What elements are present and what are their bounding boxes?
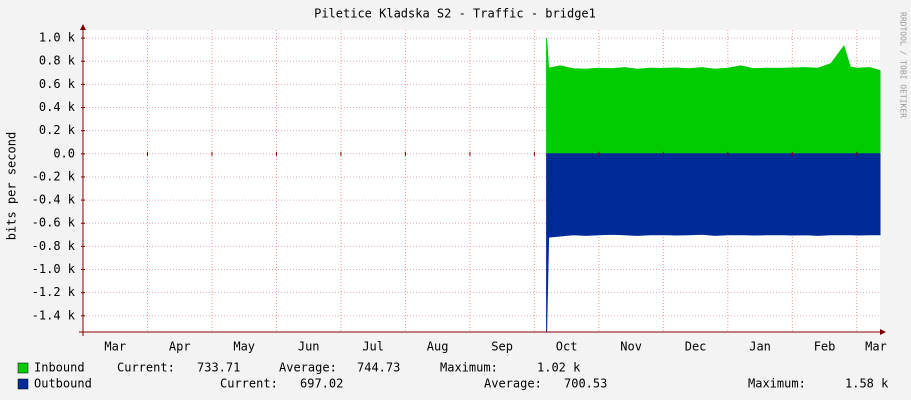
y-tick-label: 0.2 k [39, 123, 76, 137]
legend-stat-label: Average: [484, 377, 542, 391]
x-tick-label: Jan [749, 340, 771, 354]
x-tick-label: Nov [620, 340, 642, 354]
x-tick-label: Jul [362, 340, 384, 354]
legend-swatch [17, 378, 29, 390]
x-tick-label: Aug [427, 340, 449, 354]
side-note: RRDTOOL / TOBI OETIKER [899, 12, 908, 118]
legend-stat-label: Current: [220, 377, 278, 391]
legend-label: Outbound [34, 377, 92, 391]
y-tick-label: -0.2 k [32, 169, 76, 183]
x-tick-label: Apr [169, 340, 191, 354]
legend-stat: 1.02 k [537, 361, 581, 375]
chart-title: Piletice Kladska S2 - Traffic - bridge1 [314, 7, 596, 21]
y-tick-label: -0.4 k [32, 193, 76, 207]
legend-stat-label: Maximum: [748, 377, 806, 391]
y-tick-label: -0.8 k [32, 239, 76, 253]
x-tick-label: May [233, 340, 255, 354]
y-tick-label: -1.4 k [32, 308, 76, 322]
y-tick-label: -1.0 k [32, 262, 76, 276]
x-tick-label: Mar [104, 340, 126, 354]
legend-stat: 744.73 [357, 361, 400, 375]
y-tick-label: 0.0 [53, 146, 75, 160]
x-tick-label: Sep [491, 340, 513, 354]
y-axis-label: bits per second [5, 132, 19, 240]
legend-stat-label: Maximum: [440, 361, 498, 375]
x-tick-label: Mar [865, 340, 887, 354]
y-tick-label: 1.0 k [39, 31, 76, 45]
area [546, 153, 881, 333]
y-axis-arrow [80, 24, 86, 30]
legend-stat-label: Average: [279, 361, 337, 375]
area [546, 38, 881, 155]
y-tick-label: 0.6 k [39, 77, 76, 91]
legend-stat: 697.02 [300, 377, 343, 391]
legend-stat: 1.58 k [845, 377, 889, 391]
legend-label: Inbound [34, 361, 85, 375]
legend: Inbound Current: 733.71 Average: 744.73 … [17, 361, 889, 391]
x-tick-label: Dec [685, 340, 707, 354]
x-tick-label: Jun [298, 340, 320, 354]
y-tick-label: 0.8 k [39, 54, 76, 68]
x-axis-arrow [880, 329, 886, 335]
plot: 1.0 k 0.8 k 0.6 k 0.4 k 0.2 k 0.0 -0.2 k -0.4 k… [32, 24, 887, 354]
legend-swatch [17, 362, 29, 374]
legend-stat: 700.53 [564, 377, 607, 391]
legend-stat-label: Current: [117, 361, 175, 375]
x-tick-label: Oct [556, 340, 578, 354]
x-tick-label: Feb [814, 340, 836, 354]
legend-stat: 733.71 [197, 361, 240, 375]
y-tick-label: -0.6 k [32, 216, 76, 230]
y-tick-label: -1.2 k [32, 285, 76, 299]
y-tick-label: 0.4 k [39, 100, 76, 114]
